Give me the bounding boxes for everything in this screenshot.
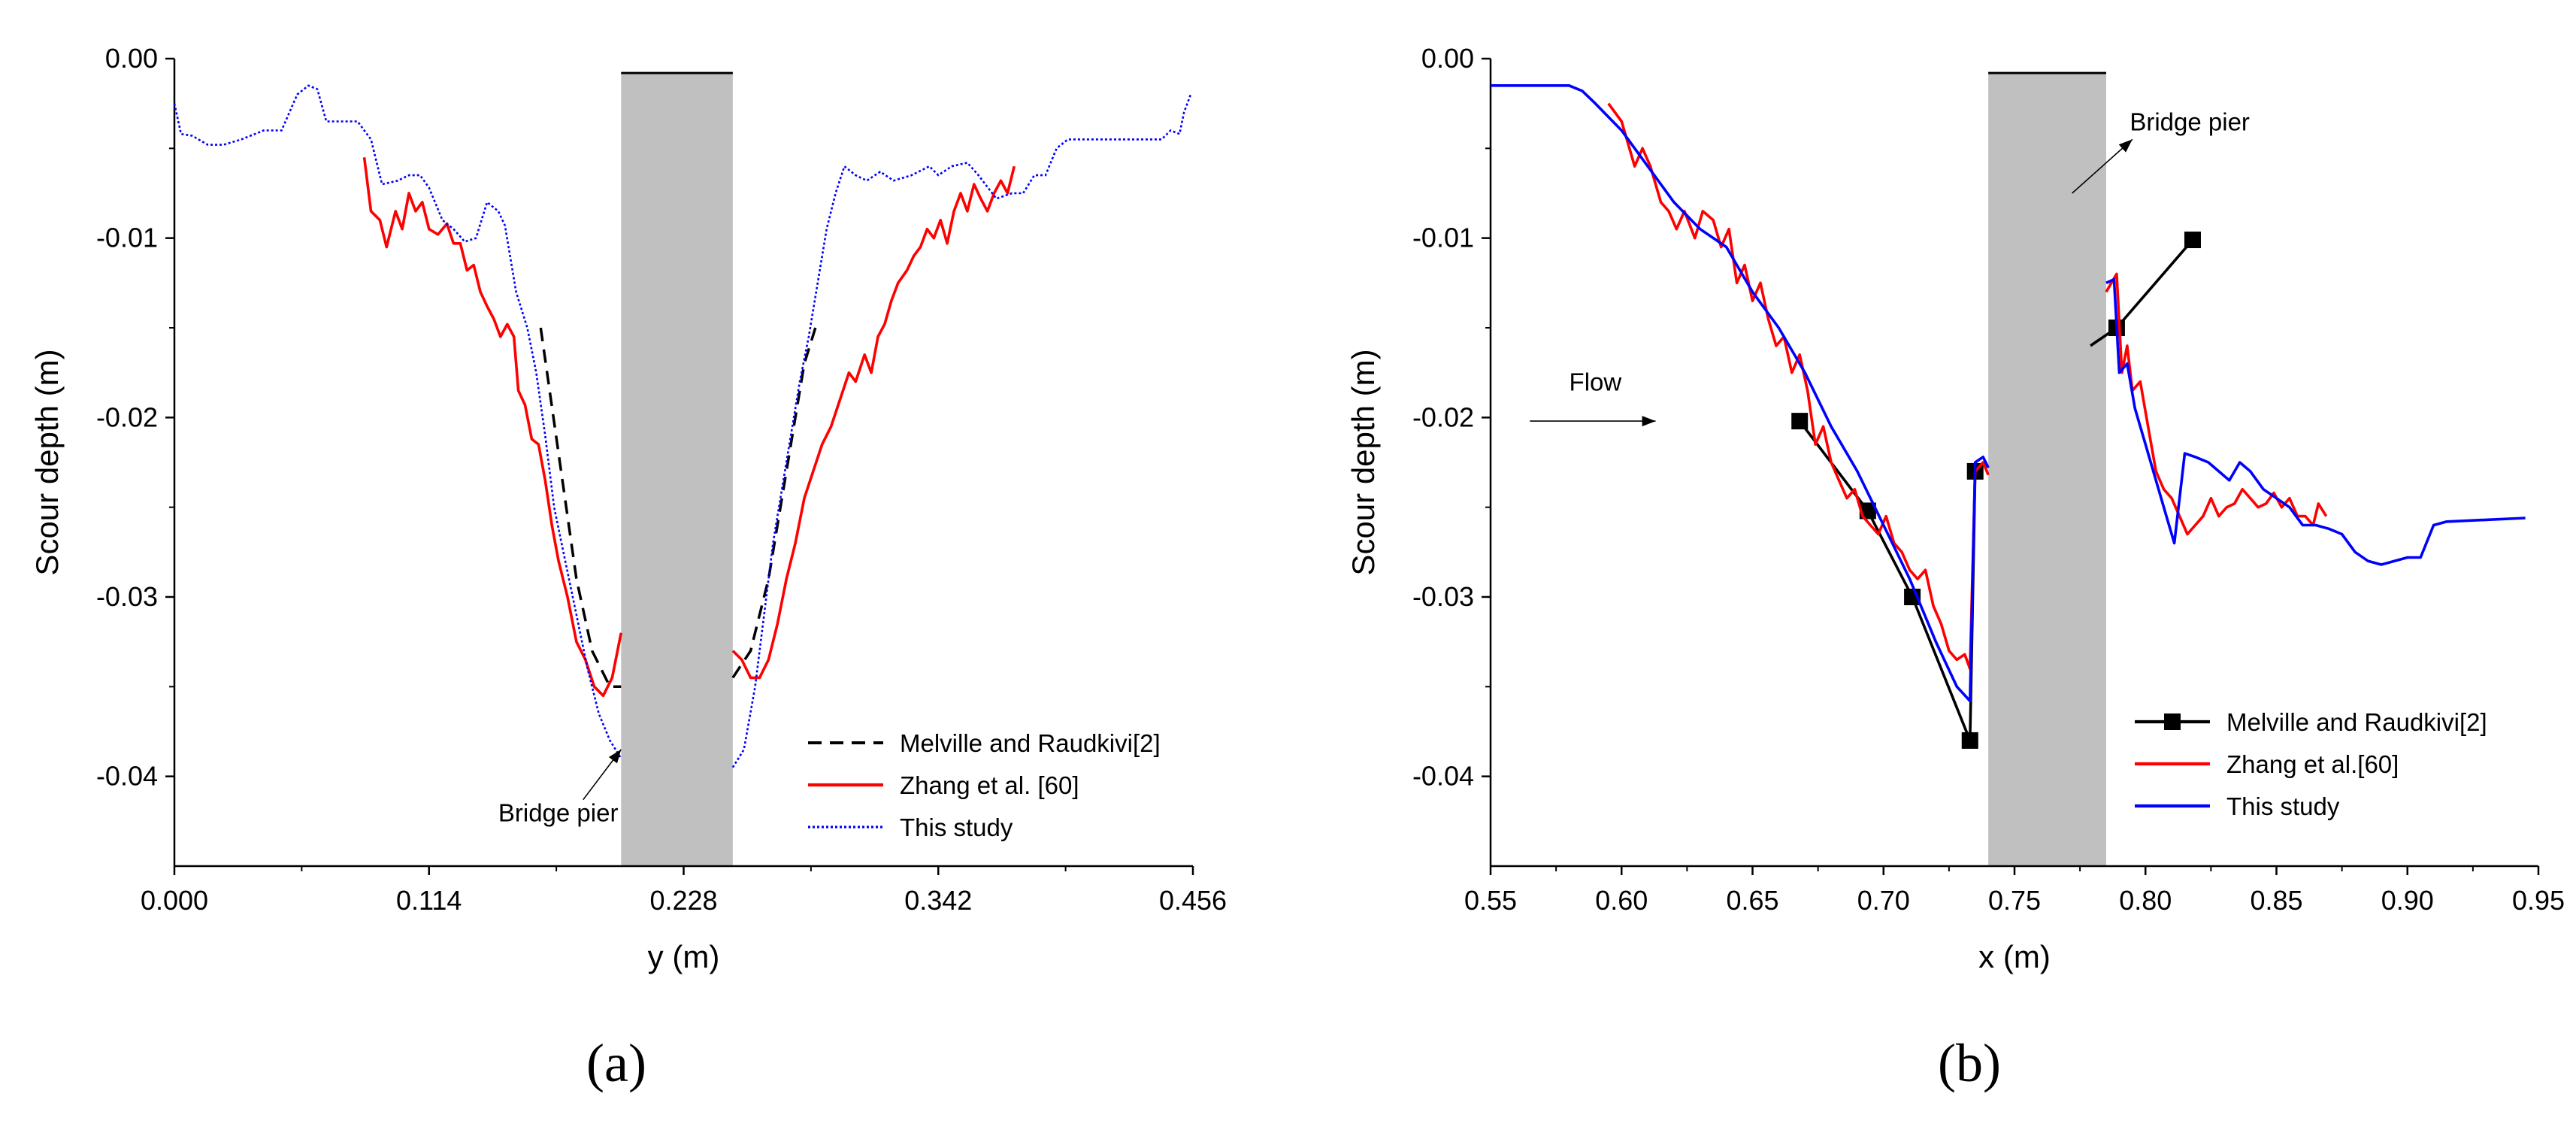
x-tick-label: 0.85 <box>2250 885 2302 916</box>
series-this_study <box>1491 84 2526 703</box>
panel-a: 0.000 0.114 0.228 0.342 0.456 0.00 -0.01 -0.02 -… <box>29 43 1227 1093</box>
x-tick-label: 0.114 <box>396 885 462 916</box>
x-tick-label: 0.228 <box>649 885 717 916</box>
series-line-melville <box>1798 420 1977 742</box>
x-tick-label: 0.000 <box>141 885 208 916</box>
x-tick-label: 0.55 <box>1464 885 1517 916</box>
series-line-this_study <box>731 94 1192 768</box>
series-marker-melville <box>1859 502 1876 520</box>
y-axis-label: Scour depth (m) <box>1346 349 1381 575</box>
annotation-0: Bridge pier <box>498 749 622 826</box>
series-line-this_study <box>173 84 622 759</box>
series-zhang <box>1607 102 2328 671</box>
y-tick-label: -0.01 <box>1412 223 1474 253</box>
y-tick-label: -0.04 <box>1412 761 1474 792</box>
x-tick-label: 0.342 <box>904 885 972 916</box>
annotation-text: Bridge pier <box>498 798 619 826</box>
series-line-melville <box>731 327 817 679</box>
annotation-text: Bridge pier <box>2130 108 2250 135</box>
x-tick-label: 0.60 <box>1595 885 1648 916</box>
x-axis-label: x (m) <box>1978 939 2051 974</box>
bridge-pier <box>1988 73 2106 866</box>
series-line-this_study <box>1491 84 1990 703</box>
panel-b: 0.55 0.60 0.65 0.70 0.75 0.80 0.85 0.90 0.95 0.00… <box>1346 43 2565 1093</box>
legend-label-this_study: This study <box>900 813 1013 841</box>
x-tick-label: 0.70 <box>1857 885 1910 916</box>
series-line-zhang <box>731 165 1016 680</box>
y-tick-label: 0.00 <box>105 43 158 74</box>
series-line-zhang <box>1607 102 1990 671</box>
legend-label-this_study: This study <box>2226 792 2340 820</box>
series-line-melville <box>539 327 622 689</box>
annotation-0: Bridge pier <box>2072 108 2250 194</box>
series-marker-melville <box>2184 232 2201 249</box>
series-line-zhang <box>2105 272 2328 536</box>
y-tick-label: -0.03 <box>1412 581 1474 612</box>
legend-marker-melville <box>2164 713 2181 730</box>
series-marker-melville <box>1791 413 1809 430</box>
series-this_study <box>173 84 1192 768</box>
annotation-arrowhead <box>608 749 622 764</box>
annotation-1: Flow <box>1530 368 1656 427</box>
annotation-arrowhead <box>2118 139 2133 153</box>
y-tick-label: -0.03 <box>96 581 158 612</box>
y-axis-label: Scour depth (m) <box>29 349 65 575</box>
legend-label-zhang: Zhang et al. [60] <box>900 771 1079 799</box>
x-tick-label: 0.65 <box>1726 885 1778 916</box>
annotation-arrowhead <box>1642 416 1656 427</box>
y-tick-label: 0.00 <box>1421 43 1474 74</box>
y-tick-label: -0.04 <box>96 761 158 792</box>
y-tick-label: -0.01 <box>96 223 158 253</box>
panel-label: (a) <box>586 1033 646 1093</box>
annotation-text: Flow <box>1570 368 1622 396</box>
series-line-zhang <box>362 157 623 698</box>
legend-label-melville: Melville and Raudkivi[2] <box>2226 708 2487 736</box>
legend-label-melville: Melville and Raudkivi[2] <box>900 729 1161 757</box>
x-tick-label: 0.456 <box>1159 885 1227 916</box>
x-tick-label: 0.95 <box>2512 885 2565 916</box>
series-line-this_study <box>2105 277 2526 566</box>
x-axis-label: y (m) <box>648 939 720 974</box>
series-melville <box>539 327 817 689</box>
series-marker-melville <box>1961 732 1978 749</box>
x-tick-label: 0.75 <box>1988 885 2041 916</box>
bridge-pier <box>621 73 733 866</box>
x-tick-label: 0.80 <box>2119 885 2172 916</box>
series-zhang <box>362 157 1016 698</box>
y-tick-label: -0.02 <box>1412 401 1474 432</box>
panel-label: (b) <box>1938 1033 2001 1093</box>
legend-label-zhang: Zhang et al.[60] <box>2226 750 2399 778</box>
x-tick-label: 0.90 <box>2381 885 2434 916</box>
y-tick-label: -0.02 <box>96 401 158 432</box>
